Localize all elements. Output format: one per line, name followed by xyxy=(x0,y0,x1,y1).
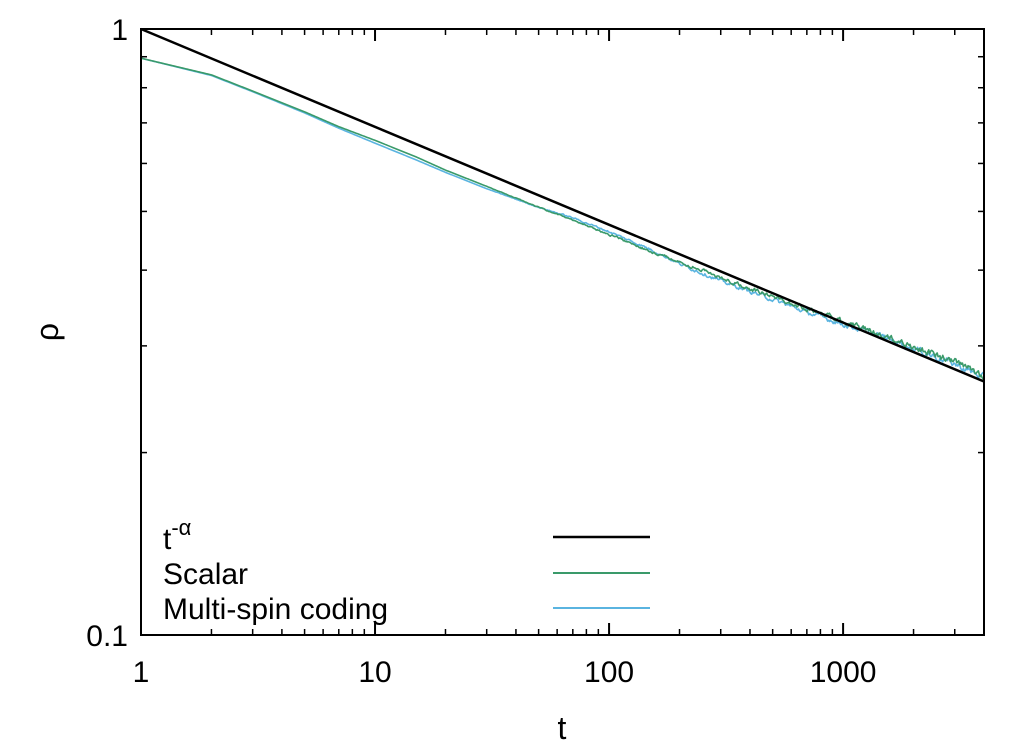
y-axis-label: ρ xyxy=(29,323,65,341)
major-ticks xyxy=(140,28,984,636)
x-axis-label: t xyxy=(558,710,567,746)
series-scalar xyxy=(140,57,985,381)
plot-frame xyxy=(140,28,985,636)
x-tick-label: 10 xyxy=(358,656,391,689)
x-tick-label: 1 xyxy=(133,656,150,689)
legend-label-power-law: t-α xyxy=(163,515,192,556)
series-power-law xyxy=(140,27,985,383)
legend-power-law-base: t xyxy=(163,523,172,556)
legend: t-α Scalar Multi-spin coding xyxy=(163,515,650,626)
series-layer xyxy=(140,27,985,383)
y-tick-label: 1 xyxy=(111,14,128,47)
legend-power-law-exponent: -α xyxy=(171,515,191,540)
minor-ticks xyxy=(141,29,985,635)
y-tick-label: 0.1 xyxy=(86,620,128,653)
x-tick-label: 100 xyxy=(584,656,634,689)
legend-label-scalar: Scalar xyxy=(163,558,248,591)
legend-label-multi-spin: Multi-spin coding xyxy=(163,593,388,626)
x-tick-label: 1000 xyxy=(810,656,877,689)
series-multi-spin xyxy=(140,57,985,380)
